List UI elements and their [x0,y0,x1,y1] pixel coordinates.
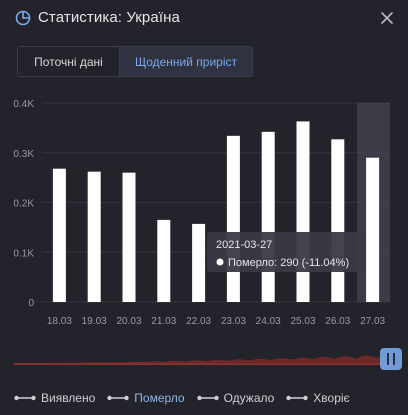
x-tick-label: 22.03 [186,316,211,327]
range-navigator[interactable] [0,340,408,380]
bar[interactable] [122,172,136,302]
x-tick-label: 20.03 [116,316,141,327]
tooltip-value: Померло: 290 (-11.04%) [228,257,349,269]
legend-item-deaths[interactable]: Померло [107,391,185,405]
tooltip-series-marker [216,258,224,266]
window-title: Статистика: Україна [38,9,180,26]
x-axis-ticks: 18.03 19.03 20.03 21.03 22.03 23.03 24.03 25.03… [47,316,386,327]
tooltip-date: 2021-03-27 [216,239,272,251]
x-tick-label: 23.03 [221,316,246,327]
legend-label-recovered: Одужало [223,391,275,405]
navigator-right-handle[interactable] [380,348,402,370]
legend-line-icon [196,395,219,401]
bar[interactable] [157,219,171,302]
x-tick-label: 27.03 [360,316,385,327]
x-tick-label: 26.03 [325,316,350,327]
window-header: Статистика: Україна [0,0,408,36]
x-tick-label: 18.03 [47,316,72,327]
chart-tooltip: 2021-03-27 Померло: 290 (-11.04%) [207,232,365,272]
legend-item-sick[interactable]: Хворіє [286,391,350,405]
bar[interactable] [226,135,240,302]
y-axis-ticks: 0 0.1K 0.2K 0.3K 0.4K [13,99,34,309]
y-tick-label: 0.3K [13,149,34,160]
daily-growth-chart: 0 0.1K 0.2K 0.3K 0.4K 18.03 19.03 20.03 21.03 22… [13,99,390,327]
legend-item-detected[interactable]: Виявлено [14,391,95,405]
legend-line-icon [286,395,308,401]
x-tick-label: 25.03 [290,316,315,327]
tab-daily-growth[interactable]: Щоденний приріст [120,47,252,76]
bar[interactable] [87,171,101,302]
bar[interactable] [261,131,275,302]
close-icon[interactable] [378,9,396,27]
legend-label-deaths: Померло [134,391,185,405]
bar[interactable] [331,139,345,302]
y-tick-label: 0 [28,298,34,309]
legend-label-sick: Хворіє [313,391,350,405]
y-tick-label: 0.2K [13,199,34,210]
y-tick-label: 0.1K [13,248,34,259]
chart-legend: Виявлено Померло Одужало Хворіє [14,388,362,408]
legend-item-recovered[interactable]: Одужало [196,391,275,405]
y-tick-label: 0.4K [13,99,34,110]
tab-current-data[interactable]: Поточні дані [18,47,120,76]
bar[interactable] [52,168,66,302]
legend-line-icon [14,395,36,401]
x-tick-label: 19.03 [82,316,107,327]
pie-chart-icon [15,10,31,26]
navigator-area [14,355,380,364]
bar[interactable] [192,223,206,302]
bars [52,121,380,302]
bar[interactable] [366,157,380,302]
legend-line-icon [107,395,129,401]
x-tick-label: 24.03 [256,316,281,327]
x-tick-label: 21.03 [151,316,176,327]
bar[interactable] [296,121,310,302]
view-tabs: Поточні дані Щоденний приріст [17,46,253,77]
tooltip-background [207,232,365,272]
legend-label-detected: Виявлено [41,391,96,405]
